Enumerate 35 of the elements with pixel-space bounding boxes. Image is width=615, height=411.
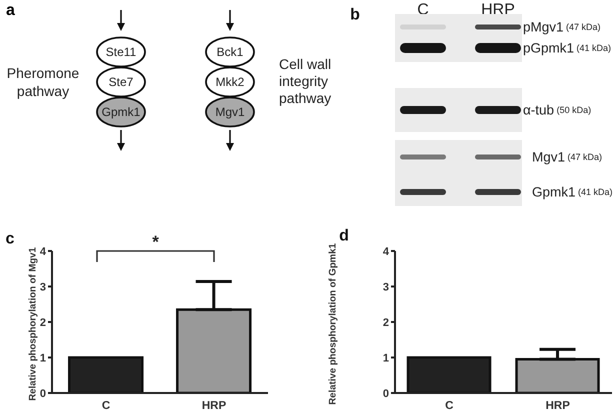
text: Gpmk1 (41 kDa) [532,184,613,200]
text: Cell wall integrity pathway [279,56,332,107]
text: a [6,2,15,20]
text: Mkk2 [216,75,245,89]
x-tick-label: C [102,400,110,411]
y-axis-title: Relative phosphorylation of Mgv1 [28,246,38,401]
y-axis-title: Relative phosphorylation of Gpmk1 [328,242,338,405]
annotation: * [152,232,160,252]
text: Gpmk1 [102,105,141,119]
y-tick-label: 1 [382,352,389,364]
text: b [350,6,360,24]
text: Ste7 [108,75,134,89]
text: Mgv1 (47 kDa) [532,150,602,164]
y-tick-label: 0 [40,388,46,400]
y-tick-label: 3 [40,281,46,294]
text: pGpmk1 (41 kDa) [523,40,612,56]
y-tick-label: 2 [382,316,389,329]
text: α-tub (50 kDa) [523,102,592,118]
text: Pheromone pathway [6,64,80,100]
category-label: HRP [481,2,515,18]
x-tick-label: C [445,400,454,411]
chart-title: d [339,228,349,244]
y-tick-label: 1 [40,352,46,364]
y-tick-label: 4 [382,246,390,258]
text: Ste11 [106,45,137,59]
text: Bck1 [216,45,244,59]
chart-title: c [6,230,15,248]
y-tick-label: 0 [382,388,389,400]
y-tick-label: 3 [382,281,389,294]
x-tick-label: HRP [546,400,570,411]
y-tick-label: 4 [40,246,47,258]
x-tick-label: HRP [202,400,226,411]
text: pMgv1 (47 kDa) [523,20,601,34]
y-tick-label: 2 [40,316,46,329]
text: Mgv1 [215,105,245,119]
